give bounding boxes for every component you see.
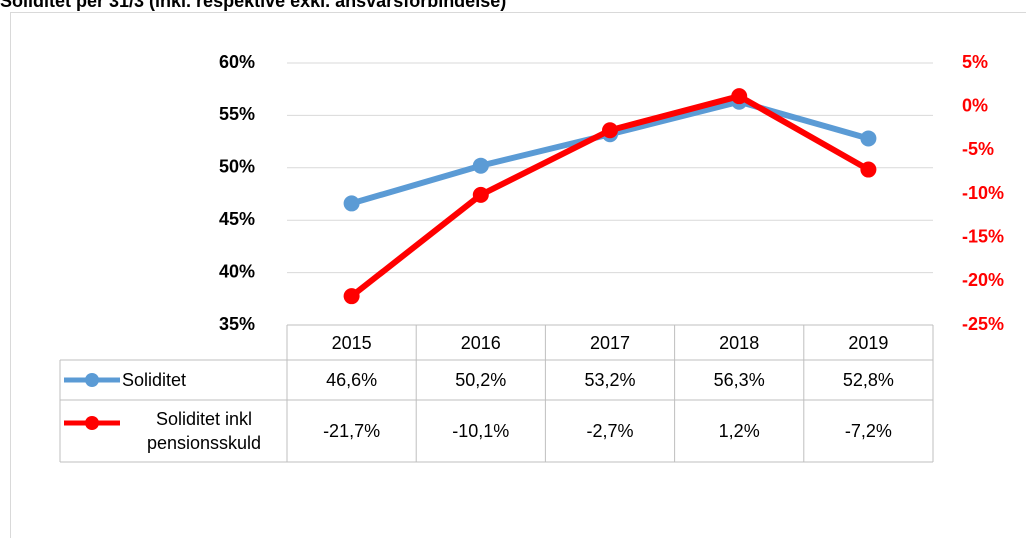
value-label: -7,2% — [844, 421, 892, 441]
point — [860, 161, 877, 178]
value-label: 53,2% — [584, 370, 636, 390]
y2-tick-label: -10% — [962, 183, 1004, 203]
value-label: 50,2% — [455, 370, 507, 390]
y2-tick-label: -25% — [962, 314, 1004, 334]
y-tick-label: 45% — [219, 209, 255, 229]
value-label: 1,2% — [718, 421, 760, 441]
point — [472, 157, 489, 174]
y-tick-label: 55% — [219, 104, 255, 124]
value-label: 52,8% — [842, 370, 894, 390]
value-label: -21,7% — [323, 421, 381, 441]
point — [343, 288, 360, 305]
legend-label: Soliditet — [122, 370, 187, 390]
point — [602, 122, 618, 139]
category-label: 2019 — [848, 332, 889, 353]
y-tick-label: 40% — [219, 261, 255, 281]
legend-label: Soliditet inkl pensionsskuld — [146, 409, 262, 453]
value-label: -10,1% — [452, 421, 510, 441]
point — [731, 88, 748, 105]
category-label: 2018 — [719, 332, 760, 353]
legend-marker — [85, 416, 99, 430]
chart-title: Soliditet per 31/3 (inkl. respektive exk… — [0, 0, 506, 11]
point — [860, 130, 877, 147]
y2-tick-label: -5% — [962, 139, 994, 159]
value-label: 46,6% — [326, 370, 378, 390]
y2-tick-label: -20% — [962, 270, 1004, 290]
value-label: -2,7% — [586, 421, 634, 441]
point — [343, 195, 360, 212]
y2-tick-label: -15% — [962, 226, 1004, 246]
point — [472, 186, 489, 203]
y-tick-label: 35% — [219, 314, 255, 334]
category-label: 2015 — [331, 332, 372, 353]
y2-tick-label: 0% — [962, 95, 988, 115]
category-label: 2016 — [460, 332, 501, 353]
category-label: 2017 — [589, 332, 630, 353]
legend-marker — [85, 373, 99, 387]
y2-tick-label: 5% — [962, 52, 988, 72]
chart-border — [10, 12, 1026, 538]
y-tick-label: 60% — [219, 52, 255, 72]
y-tick-label: 50% — [219, 157, 255, 177]
value-label: 56,3% — [713, 370, 765, 390]
